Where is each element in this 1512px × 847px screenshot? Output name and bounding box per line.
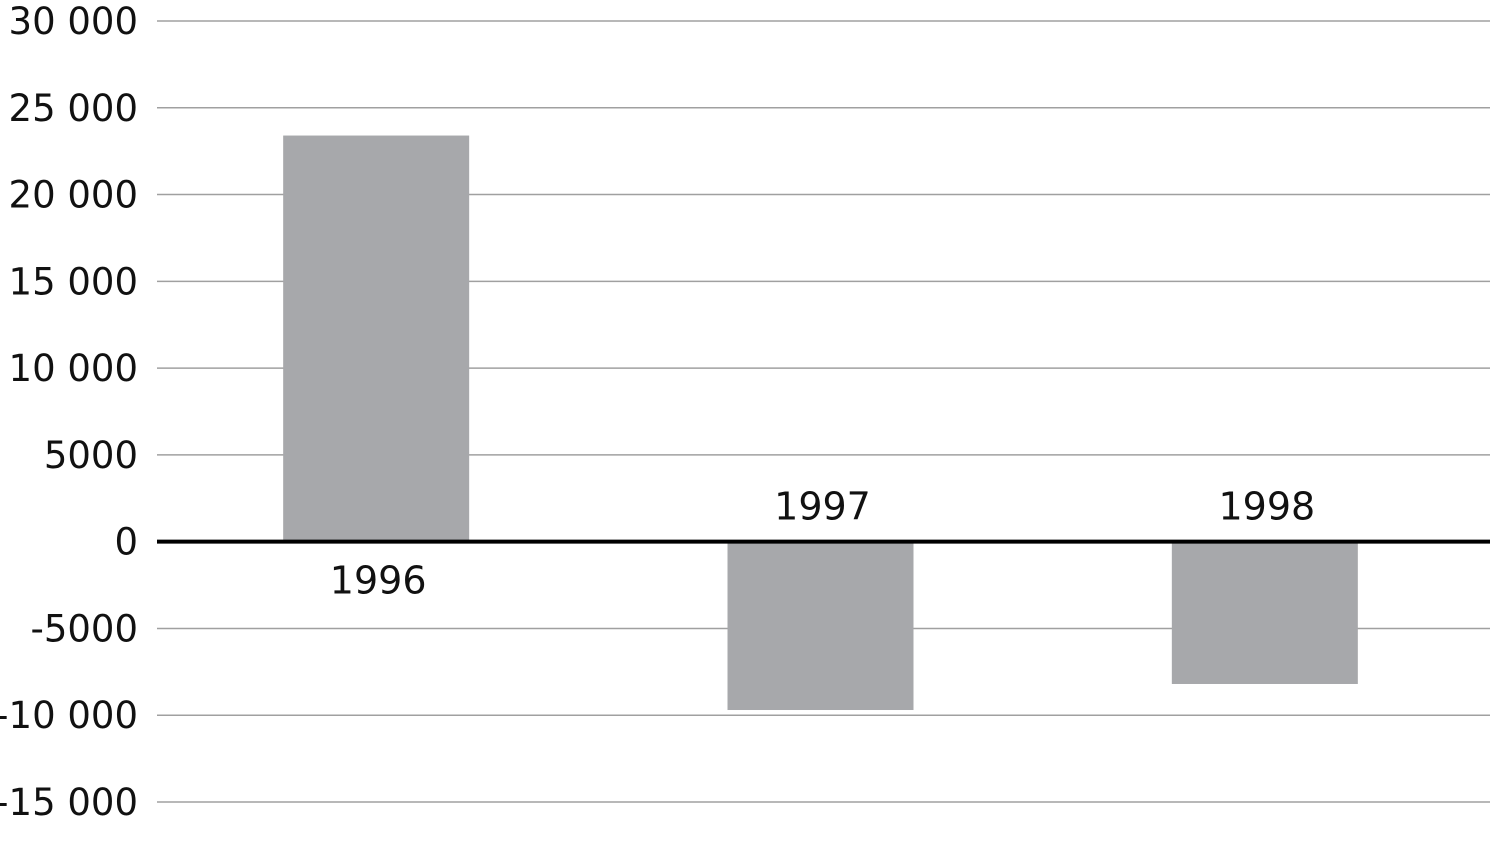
y-tick-label: 20 000 [9, 174, 138, 217]
bar-1997 [727, 541, 914, 711]
category-label: 1996 [330, 559, 427, 603]
y-tick-label: -5000 [30, 607, 138, 650]
y-tick-label: 0 [114, 521, 138, 564]
y-tick-label: 25 000 [9, 87, 138, 130]
y-tick-label: -15 000 [0, 781, 138, 824]
y-axis-tick-labels: 30 000 25 000 20 000 15 000 10 000 5000 0 -5000… [0, 0, 138, 824]
y-tick-label: 30 000 [9, 0, 138, 43]
y-tick-label: 5000 [44, 434, 138, 477]
category-labels: 1996 1997 1998 [330, 485, 1315, 603]
bar-1998 [1171, 541, 1358, 684]
category-label: 1998 [1218, 485, 1315, 529]
y-tick-label: -10 000 [0, 694, 138, 737]
bar-1996 [283, 135, 470, 542]
bars [283, 135, 1358, 711]
category-label: 1997 [774, 485, 871, 529]
y-tick-label: 10 000 [9, 347, 138, 390]
y-tick-label: 15 000 [9, 260, 138, 303]
